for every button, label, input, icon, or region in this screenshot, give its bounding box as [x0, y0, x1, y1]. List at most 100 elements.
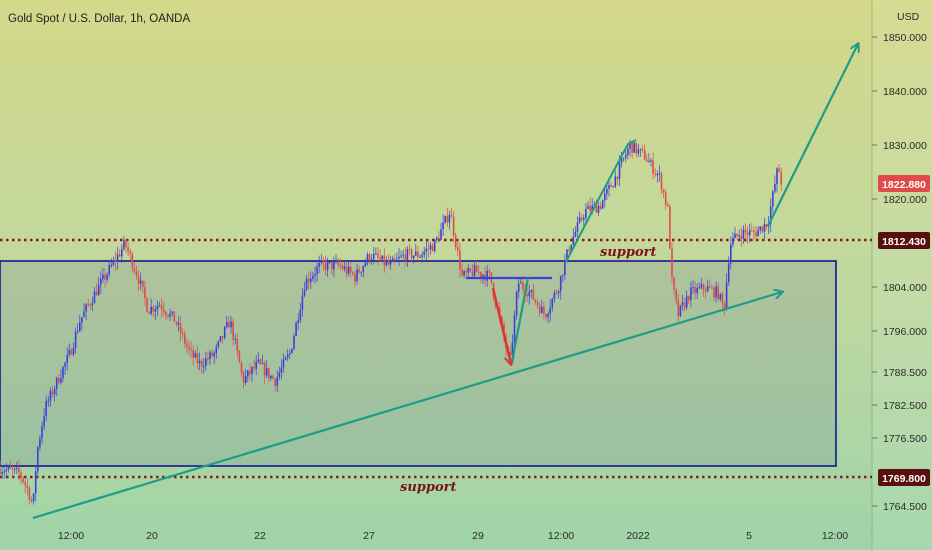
candle-bearish [70, 349, 73, 355]
candle-bullish [700, 284, 703, 288]
candle-bullish [289, 353, 291, 355]
candle-bullish [343, 266, 346, 269]
candle-bullish [1, 472, 3, 475]
candle-bullish [110, 264, 113, 266]
candle-bearish [736, 233, 738, 236]
candle-bearish [751, 230, 753, 232]
candle-bullish [97, 284, 100, 296]
candle-bullish [177, 322, 180, 325]
candle-bullish [429, 245, 432, 250]
candle-bearish [410, 249, 413, 259]
consolidation-zone[interactable] [0, 260, 837, 467]
candle-bullish [286, 354, 289, 358]
candle-bullish [759, 226, 761, 230]
candle-bullish [154, 309, 157, 312]
x-tick-label: 27 [363, 530, 375, 542]
candle-bullish [202, 366, 205, 368]
support-price-upper: 1812.430 [882, 236, 926, 248]
candle-bearish [272, 375, 274, 379]
price-axis: 1850.000 1840.000 1830.000 1820.000 1804.000… [872, 32, 927, 513]
candle-bearish [354, 274, 356, 282]
candle-bullish [541, 306, 543, 314]
candle-bullish [442, 222, 444, 230]
candle-bearish [711, 287, 713, 289]
candle-bullish [620, 158, 623, 163]
y-tick-label: 1830.000 [883, 140, 927, 152]
candle-bearish [702, 284, 705, 290]
candle-bullish [463, 271, 465, 276]
candle-bearish [190, 349, 192, 351]
candle-bullish [64, 362, 66, 367]
candle-bearish [331, 261, 333, 270]
currency-label: USD [897, 11, 920, 23]
trendline-arrow-long[interactable] [32, 292, 782, 520]
candle-bullish [564, 260, 566, 276]
candle-bullish [412, 255, 415, 259]
candle-bullish [406, 249, 409, 261]
candle-bullish [320, 260, 323, 263]
candle-bullish [312, 275, 314, 279]
candle-bullish [440, 229, 442, 240]
candle-bearish [249, 370, 251, 375]
candle-bearish [538, 305, 541, 314]
candle-bearish [259, 359, 262, 364]
support-price-badge-lower[interactable]: 1769.800 [878, 469, 930, 486]
candle-bullish [356, 269, 358, 282]
candle-bearish [635, 142, 638, 154]
candle-bearish [568, 249, 570, 252]
candle-bullish [757, 229, 759, 237]
y-tick-label: 1840.000 [883, 86, 927, 98]
candle-bullish [639, 148, 642, 150]
candle-bullish [696, 287, 698, 294]
candle-bullish [583, 217, 585, 220]
candle-bearish [160, 305, 163, 310]
candle-bullish [83, 311, 85, 318]
y-tick-label: 1804.000 [883, 282, 927, 294]
y-tick-label: 1776.500 [883, 433, 927, 445]
chart-title: Gold Spot / U.S. Dollar, 1h, OANDA [8, 13, 190, 25]
trendline-rally[interactable] [565, 139, 637, 263]
candle-bullish [448, 215, 451, 223]
candle-bullish [572, 236, 575, 245]
drop-arrow-down[interactable] [491, 287, 511, 364]
candle-bearish [408, 249, 411, 251]
candle-bullish [244, 376, 247, 383]
candle-bearish [457, 247, 459, 251]
candle-bullish [121, 249, 123, 257]
candle-bearish [522, 282, 524, 290]
candle-bearish [643, 150, 646, 160]
candle-bullish [278, 372, 281, 377]
candle-bullish [74, 331, 77, 348]
candle-bullish [169, 313, 171, 317]
candle-bearish [526, 294, 528, 297]
candle-bearish [475, 265, 478, 273]
candle-bearish [28, 487, 31, 500]
candle-bullish [650, 160, 652, 162]
rebound-line[interactable] [510, 277, 530, 363]
support-label-upper: support [600, 245, 656, 260]
candlestick-series [0, 139, 782, 505]
candle-bullish [690, 287, 692, 301]
support-price-badge-upper[interactable]: 1812.430 [878, 232, 930, 249]
candle-bearish [761, 226, 764, 232]
candle-bullish [637, 149, 640, 154]
support-badge-upper-bg [878, 232, 930, 249]
candle-bullish [123, 240, 125, 250]
candle-bullish [39, 438, 41, 448]
candle-bullish [763, 224, 766, 232]
candle-bullish [34, 471, 37, 494]
candle-bearish [307, 278, 310, 283]
projection-arrow-up[interactable] [767, 44, 858, 227]
candle-bullish [528, 291, 530, 297]
candle-bearish [452, 216, 455, 236]
x-tick-label: 12:00 [822, 530, 848, 542]
candle-bearish [465, 271, 467, 273]
candle-bearish [543, 306, 545, 315]
last-price-badge[interactable]: 1822.880 [878, 175, 930, 192]
candle-bullish [257, 359, 260, 362]
candle-bullish [198, 360, 201, 364]
candle-bullish [585, 208, 587, 218]
candle-bearish [450, 215, 453, 217]
candle-bullish [265, 368, 268, 376]
candle-bullish [247, 370, 249, 377]
